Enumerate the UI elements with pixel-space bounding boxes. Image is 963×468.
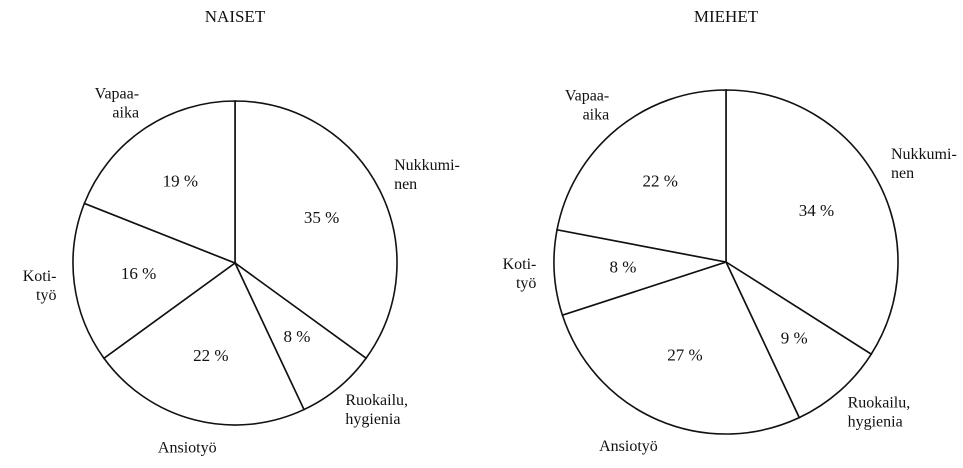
category-label: Koti- [503,256,537,273]
pie-slice [725,89,899,356]
value-label: 8 % [610,257,637,276]
category-label: Vapaa- [95,85,139,102]
value-label: 19 % [163,172,198,191]
chart-title: NAISET [205,7,266,26]
pie-slice [83,100,236,265]
value-label: 9 % [781,328,808,347]
pie-slice [72,202,237,360]
pie-slice [556,89,727,263]
pie-slice [561,261,801,435]
pie-slice [234,100,398,360]
value-label: 16 % [121,264,156,283]
category-label: Ruokailu, [848,395,911,412]
category-label: työ [516,275,536,292]
value-label: 34 % [799,201,834,220]
value-label: 8 % [283,327,310,346]
category-label: nen [394,176,417,193]
pie-slice [102,261,306,426]
category-label: aika [112,104,139,121]
pie-slice [724,259,873,419]
category-label: Vapaa- [565,88,609,105]
category-label: Ruokailu, [345,392,408,409]
category-label: Koti- [23,268,57,285]
category-label: Ansiotyö [599,438,658,455]
value-label: 35 % [304,208,339,227]
category-label: nen [891,165,914,182]
category-label: Nukkumi- [891,146,957,163]
category-label: hygienia [848,414,903,431]
category-label: Nukkumi- [394,157,460,174]
value-label: 27 % [667,346,702,365]
value-label: 22 % [643,171,678,190]
category-label: työ [36,287,56,304]
category-label: aika [583,107,610,124]
value-label: 22 % [193,346,228,365]
category-label: Ansiotyö [158,440,217,457]
category-label: hygienia [345,411,400,428]
chart-title: MIEHET [694,7,759,26]
